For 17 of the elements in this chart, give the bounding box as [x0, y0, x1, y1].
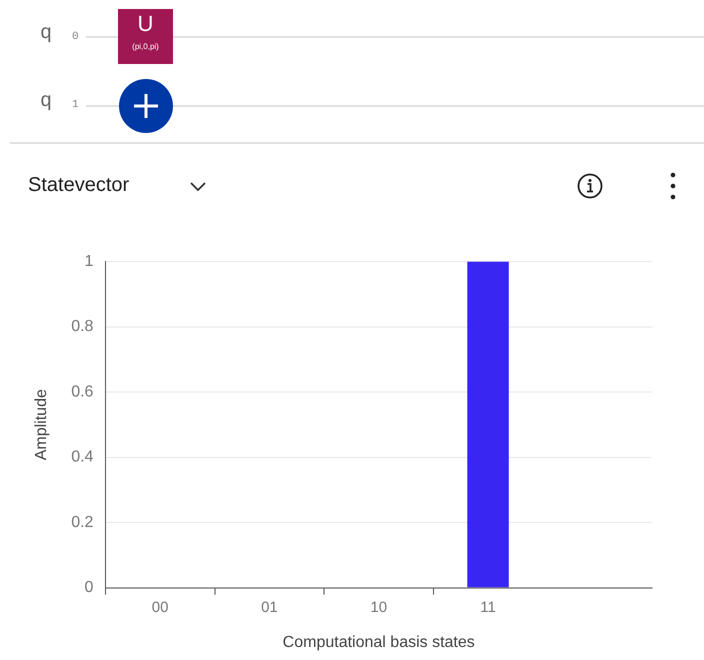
y-tick-label: 0.4	[71, 448, 94, 466]
text: U	[136, 11, 154, 37]
y-tick-label: 0.2	[71, 514, 94, 531]
y-tick-label: 0.8	[71, 318, 94, 336]
y-tick-label: 0.6	[71, 383, 94, 400]
x-axis-title: Computational basis states	[282, 634, 475, 651]
x-tick-label: 01	[261, 598, 278, 616]
y-tick-label: 0	[84, 579, 94, 596]
x-tick-label: 10	[370, 598, 388, 616]
text: q	[40, 22, 52, 45]
x-tick-label: 11	[480, 598, 496, 616]
x-tick-label: 00	[152, 598, 168, 616]
text: Statevector	[28, 174, 130, 197]
y-axis-title: Amplitude	[33, 389, 50, 460]
y-tick-label: 1	[84, 253, 94, 270]
text: (pi,0,pi)	[131, 42, 160, 51]
text: q	[40, 90, 52, 113]
